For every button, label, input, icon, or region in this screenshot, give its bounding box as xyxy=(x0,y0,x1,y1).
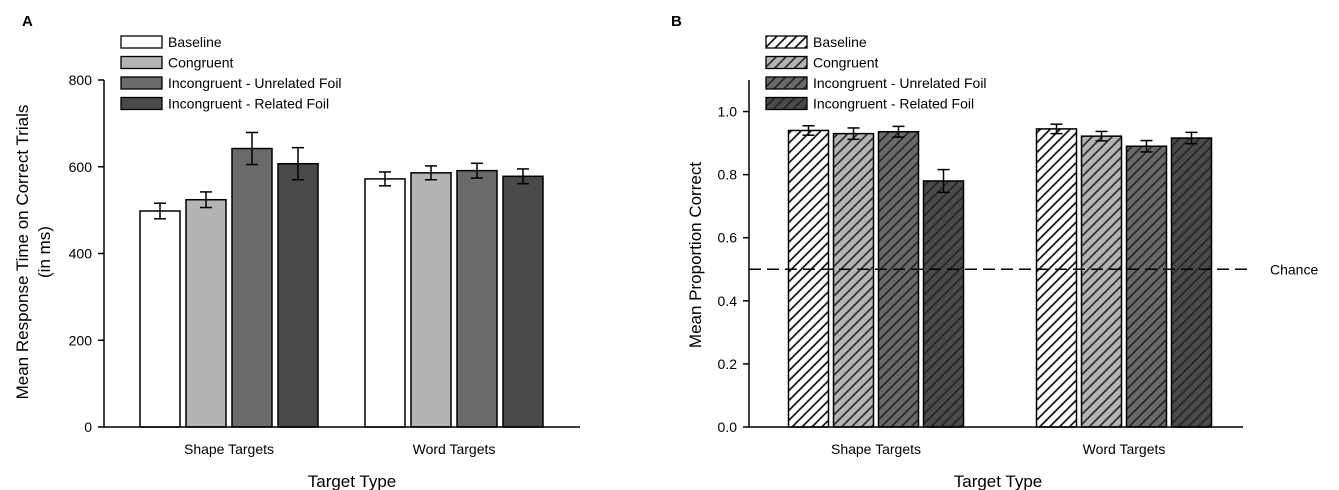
bar-baseline-shape-targets xyxy=(787,129,830,428)
y-tick-label: 800 xyxy=(69,72,93,88)
bar-congruent-shape-targets xyxy=(185,198,227,428)
panel-b: B Shape Targets Word Targets Chance 0.0 0.2 0.… xyxy=(671,13,1318,490)
x-tick-label: Shape Targets xyxy=(184,441,274,457)
error-bar-baseline-word-targets xyxy=(1050,123,1063,135)
y-axis-title: (in ms) xyxy=(35,226,54,278)
error-bar-congruent-shape-targets xyxy=(200,191,212,209)
legend-label: Incongruent - Related Foil xyxy=(168,96,329,112)
bar-incongruent-unrelated-foil-word-targets xyxy=(456,169,498,428)
legend-item-congruent: Congruent xyxy=(120,55,233,71)
legend-item-incongruent-unrelated-foil: Incongruent - Unrelated Foil xyxy=(765,75,987,91)
legend-label: Congruent xyxy=(813,55,878,71)
bar-incongruent-related-foil-shape-targets xyxy=(277,162,319,428)
legend-swatch xyxy=(120,76,163,90)
y-tick-label: 200 xyxy=(69,332,93,348)
y-tick-label: 600 xyxy=(69,159,93,175)
legend-item-congruent: Congruent xyxy=(765,55,878,71)
error-bar-incongruent-unrelated-foil-shape-targets xyxy=(246,131,258,166)
error-bar-congruent-shape-targets xyxy=(847,127,860,141)
legend-label: Incongruent - Related Foil xyxy=(813,96,974,112)
bar-incongruent-related-foil-word-targets xyxy=(502,175,544,428)
error-bar-incongruent-unrelated-foil-word-targets xyxy=(1140,139,1153,153)
y-tick-label: 0.0 xyxy=(718,419,738,435)
error-bar-incongruent-unrelated-foil-shape-targets xyxy=(892,125,905,138)
error-bar-baseline-word-targets xyxy=(379,171,391,187)
error-bar-incongruent-related-foil-word-targets xyxy=(517,168,529,185)
panel-letter: A xyxy=(22,13,33,30)
y-axis-title: Mean Proportion Correct xyxy=(686,162,705,348)
error-bar-incongruent-unrelated-foil-word-targets xyxy=(471,162,483,179)
bar-incongruent-related-foil-shape-targets xyxy=(922,180,965,428)
x-axis-title: Target Type xyxy=(308,472,397,490)
error-bar-baseline-shape-targets xyxy=(154,202,166,220)
x-axis-title: Target Type xyxy=(954,472,1043,490)
x-tick-label: Word Targets xyxy=(413,441,496,457)
y-tick-label: 1.0 xyxy=(718,104,738,120)
panel-letter: B xyxy=(671,13,682,30)
legend-swatch xyxy=(765,35,808,49)
y-tick-label: 0.2 xyxy=(718,356,738,372)
legend-swatch xyxy=(765,76,808,90)
bar-incongruent-unrelated-foil-word-targets xyxy=(1125,145,1168,428)
legend-item-baseline: Baseline xyxy=(120,34,222,50)
legend-item-incongruent-unrelated-foil: Incongruent - Unrelated Foil xyxy=(120,75,342,91)
bar-congruent-word-targets xyxy=(1080,135,1123,428)
x-tick-label: Word Targets xyxy=(1083,441,1166,457)
legend-label: Incongruent - Unrelated Foil xyxy=(168,75,342,91)
error-bar-incongruent-related-foil-word-targets xyxy=(1185,131,1198,145)
bar-congruent-word-targets xyxy=(410,172,452,428)
legend-label: Baseline xyxy=(813,34,867,50)
bar-baseline-word-targets xyxy=(364,178,406,428)
panel-a: A Shape Targets Word Targets 0 200 400 600 800 M… xyxy=(13,13,580,490)
legend-item-incongruent-related-foil: Incongruent - Related Foil xyxy=(765,96,974,112)
y-tick-label: 0.4 xyxy=(718,293,738,309)
y-tick-label: 400 xyxy=(69,246,93,262)
legend-label: Incongruent - Unrelated Foil xyxy=(813,75,987,91)
legend-swatch xyxy=(120,96,163,111)
legend-item-baseline: Baseline xyxy=(765,34,867,50)
chance-label: Chance xyxy=(1270,261,1318,277)
bar-incongruent-related-foil-word-targets xyxy=(1170,137,1213,428)
legend-swatch xyxy=(120,55,163,70)
error-bar-congruent-word-targets xyxy=(425,165,437,181)
error-bar-congruent-word-targets xyxy=(1095,130,1108,142)
bar-congruent-shape-targets xyxy=(832,132,875,428)
x-tick-label: Shape Targets xyxy=(831,441,921,457)
legend-swatch xyxy=(765,96,808,111)
bar-baseline-shape-targets xyxy=(139,210,181,428)
error-bar-incongruent-related-foil-shape-targets xyxy=(292,146,304,181)
bar-baseline-word-targets xyxy=(1035,128,1078,428)
bar-incongruent-unrelated-foil-shape-targets xyxy=(877,130,920,428)
legend-label: Baseline xyxy=(168,34,222,50)
y-tick-label: 0 xyxy=(84,419,92,435)
legend-swatch xyxy=(120,35,163,49)
y-tick-label: 0.6 xyxy=(718,230,738,246)
error-bar-incongruent-related-foil-shape-targets xyxy=(937,168,950,194)
bar-incongruent-unrelated-foil-shape-targets xyxy=(231,147,273,428)
legend-label: Congruent xyxy=(168,55,233,71)
error-bar-baseline-shape-targets xyxy=(802,124,815,136)
legend-item-incongruent-related-foil: Incongruent - Related Foil xyxy=(120,96,329,112)
legend-swatch xyxy=(765,55,808,70)
y-tick-label: 0.8 xyxy=(718,167,738,183)
y-axis-title: Mean Response Time on Correct Trials xyxy=(13,105,32,400)
